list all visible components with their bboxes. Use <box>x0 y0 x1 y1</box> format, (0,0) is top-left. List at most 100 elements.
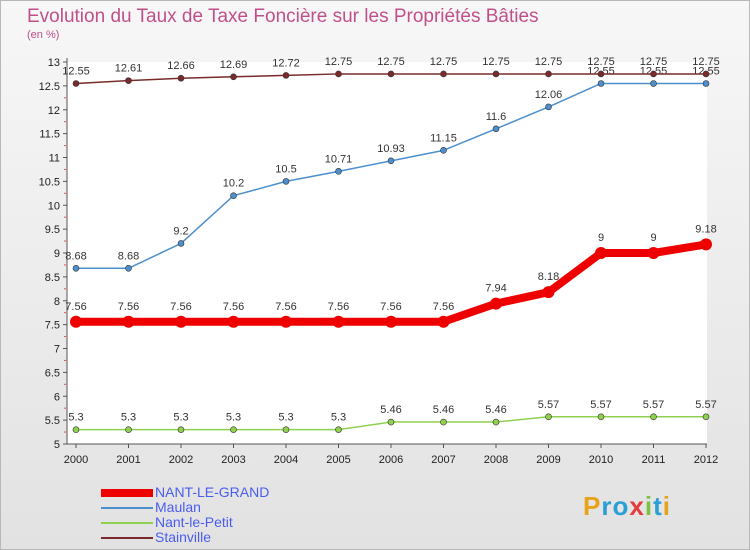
data-point-nant-le-grand <box>332 315 345 328</box>
data-label-nant-le-petit: 5.3 <box>121 412 136 424</box>
data-label-nant-le-petit: 5.57 <box>590 399 611 411</box>
data-label-nant-le-petit: 5.46 <box>485 404 506 416</box>
logo-letter: o <box>612 491 630 521</box>
data-point-nant-le-petit <box>597 413 605 421</box>
y-tick-label: 11.5 <box>39 129 60 141</box>
data-label-maulan: 9.2 <box>173 225 188 237</box>
data-label-maulan: 8.68 <box>118 250 139 262</box>
y-tick-label: 10.5 <box>39 176 60 188</box>
logo-letter: P <box>583 491 602 521</box>
x-tick-label: 2003 <box>221 454 245 466</box>
legend-swatch <box>101 489 153 497</box>
data-point-stainville <box>492 70 500 78</box>
legend-item: Maulan <box>101 499 361 515</box>
y-tick-label: 8.5 <box>45 272 60 284</box>
legend-label: NANT-LE-GRAND <box>155 484 270 500</box>
data-point-nant-le-petit <box>72 426 80 433</box>
data-point-stainville <box>230 73 237 81</box>
legend-label: Stainville <box>155 529 212 545</box>
data-point-stainville <box>335 70 342 78</box>
x-tick-label: 2005 <box>326 454 350 466</box>
data-point-maulan <box>282 178 290 185</box>
legend-label: Maulan <box>155 499 201 515</box>
data-label-nant-le-petit: 5.57 <box>695 399 716 411</box>
data-point-nant-le-petit <box>702 413 710 421</box>
data-label-stainville: 12.75 <box>587 56 615 68</box>
y-tick-label: 7 <box>54 344 60 356</box>
data-label-maulan: 10.5 <box>275 163 296 175</box>
data-point-nant-le-petit <box>282 426 290 433</box>
y-tick-label: 8 <box>54 296 60 308</box>
data-label-stainville: 12.55 <box>62 65 90 77</box>
y-minor-tick <box>64 288 66 290</box>
data-label-nant-le-grand: 9 <box>650 232 656 244</box>
y-tick-label: 6.5 <box>45 367 60 379</box>
data-point-nant-le-grand <box>122 315 135 328</box>
y-tick-label: 5.5 <box>45 415 60 427</box>
data-point-nant-le-petit <box>545 413 552 421</box>
y-minor-tick <box>64 383 66 385</box>
data-label-stainville: 12.75 <box>535 56 563 68</box>
data-point-nant-le-petit <box>650 413 657 421</box>
data-label-stainville: 12.72 <box>272 57 300 69</box>
data-point-maulan <box>545 103 552 111</box>
data-label-nant-le-petit: 5.46 <box>380 404 401 416</box>
data-label-stainville: 12.61 <box>115 63 143 75</box>
y-tick-label: 9 <box>54 248 60 260</box>
data-point-nant-le-grand <box>175 315 187 328</box>
logo-letter: i <box>644 491 654 521</box>
data-point-stainville <box>387 70 395 78</box>
data-label-maulan: 8.68 <box>65 250 86 262</box>
y-minor-tick <box>64 145 66 147</box>
data-label-nant-le-petit: 5.3 <box>331 412 346 424</box>
data-point-maulan <box>702 80 710 87</box>
y-minor-tick <box>64 407 66 409</box>
legend-item: Nant-le-Petit <box>101 514 361 530</box>
y-minor-tick <box>64 192 66 194</box>
y-minor-tick <box>64 359 66 361</box>
y-tick-label: 12.5 <box>39 81 60 93</box>
x-tick-label: 2007 <box>431 454 455 466</box>
data-point-stainville <box>702 70 710 78</box>
data-point-stainville <box>282 72 290 79</box>
data-label-stainville: 12.69 <box>220 59 248 71</box>
data-label-nant-le-grand: 7.56 <box>433 301 454 313</box>
data-label-nant-le-grand: 7.56 <box>275 301 296 313</box>
y-tick-label: 13 <box>48 57 60 69</box>
data-point-nant-le-grand <box>700 238 712 251</box>
data-point-nant-le-petit <box>230 426 237 433</box>
data-label-nant-le-petit: 5.46 <box>433 404 454 416</box>
data-point-maulan <box>335 168 342 175</box>
data-point-maulan <box>492 125 500 133</box>
data-point-nant-le-grand <box>437 315 450 328</box>
data-point-stainville <box>597 70 605 78</box>
x-tick-label: 2004 <box>274 454 298 466</box>
data-point-maulan <box>125 264 132 272</box>
data-point-nant-le-petit <box>387 418 395 426</box>
legend-item: Stainville <box>101 529 361 545</box>
logo-letter: r <box>601 491 613 521</box>
data-point-maulan <box>597 80 605 87</box>
x-tick-label: 2006 <box>379 454 403 466</box>
data-point-maulan <box>387 157 395 165</box>
legend-item: NANT-LE-GRAND <box>101 484 361 500</box>
data-label-stainville: 12.75 <box>430 56 458 68</box>
data-point-nant-le-petit <box>177 426 185 433</box>
data-point-nant-le-petit <box>335 426 342 433</box>
data-label-stainville: 12.75 <box>377 56 405 68</box>
y-tick-label: 9.5 <box>45 224 60 236</box>
y-tick-label: 12 <box>48 105 60 117</box>
data-point-nant-le-grand <box>595 247 607 259</box>
y-minor-tick <box>64 168 66 170</box>
data-label-stainville: 12.75 <box>325 56 353 68</box>
data-label-nant-le-petit: 5.3 <box>68 412 83 424</box>
data-label-nant-le-grand: 7.56 <box>328 301 349 313</box>
data-point-maulan <box>440 147 447 154</box>
data-point-stainville <box>650 70 657 78</box>
data-point-stainville <box>72 80 80 87</box>
y-tick-label: 7.5 <box>45 320 60 332</box>
data-label-maulan: 10.71 <box>325 153 353 165</box>
data-point-stainville <box>545 70 552 78</box>
